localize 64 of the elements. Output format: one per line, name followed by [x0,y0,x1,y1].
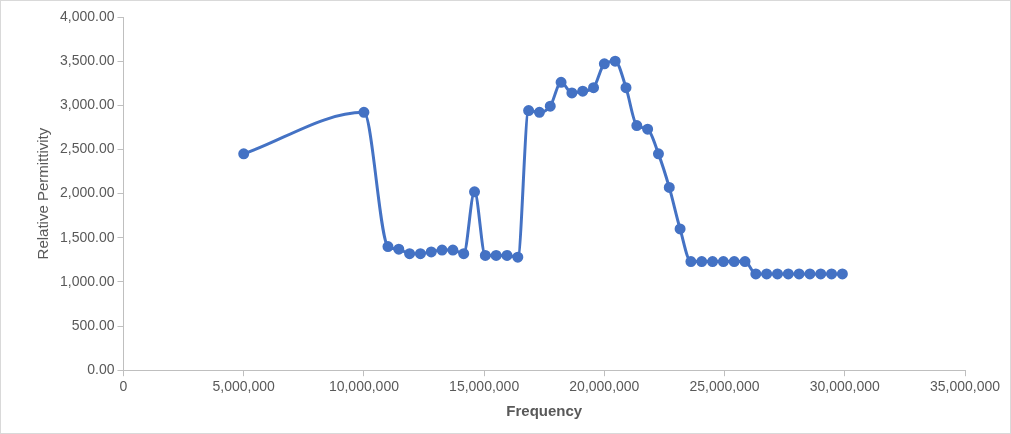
y-tick-label: 2,500.00 [60,140,115,157]
point [815,268,827,280]
point [663,181,675,193]
point [696,256,708,268]
point [490,249,502,261]
y-tick-label: 3,500.00 [60,52,115,69]
point [717,256,729,268]
x-tick-label: 10,000,000 [328,378,400,395]
point [425,246,437,258]
point [555,76,567,88]
point [238,148,250,160]
point [620,82,632,94]
point [382,241,394,253]
point [436,244,448,256]
point [458,248,470,260]
point [674,223,686,235]
y-axis-title: Relative Permittivity [34,127,52,260]
point [739,256,751,268]
point [631,120,643,132]
point [707,256,719,268]
point [447,244,459,256]
y-tick-label: 0.00 [87,361,115,378]
point [393,243,405,255]
point [512,251,524,263]
point [588,82,600,94]
point [761,268,773,280]
point [642,123,654,135]
point [544,100,556,112]
y-tick-label: 3,000.00 [60,96,115,113]
point [685,256,697,268]
x-axis-title: Frequency [506,402,583,420]
y-tick-label: 500.00 [71,316,115,333]
point [469,186,481,198]
point [771,268,783,280]
point [577,85,589,97]
point [793,268,805,280]
y-tick-label: 2,000.00 [60,184,115,201]
point [358,106,370,118]
point [728,256,740,268]
point [652,148,664,160]
point [501,249,513,261]
point [414,248,426,260]
point [479,249,491,261]
point [566,87,578,99]
y-tick-label: 1,000.00 [60,272,115,289]
point [404,248,416,260]
point [750,268,762,280]
y-tick-label: 1,500.00 [60,228,115,245]
x-tick-label: 30,000,000 [809,378,881,395]
y-tick-label: 4,000.00 [60,7,115,24]
point [782,268,794,280]
point [826,268,838,280]
x-tick-label: 15,000,000 [449,378,520,395]
point [609,55,621,67]
point [533,106,545,118]
x-tick-label: 20,000,000 [569,378,640,395]
point [836,268,848,280]
point [598,58,610,70]
x-tick-label: 5,000,000 [212,378,276,395]
point [804,268,816,280]
point [523,105,535,117]
x-tick-label: 35,000,000 [929,378,1001,395]
x-tick-label: 0 [119,378,128,395]
x-tick-label: 25,000,000 [689,378,760,395]
